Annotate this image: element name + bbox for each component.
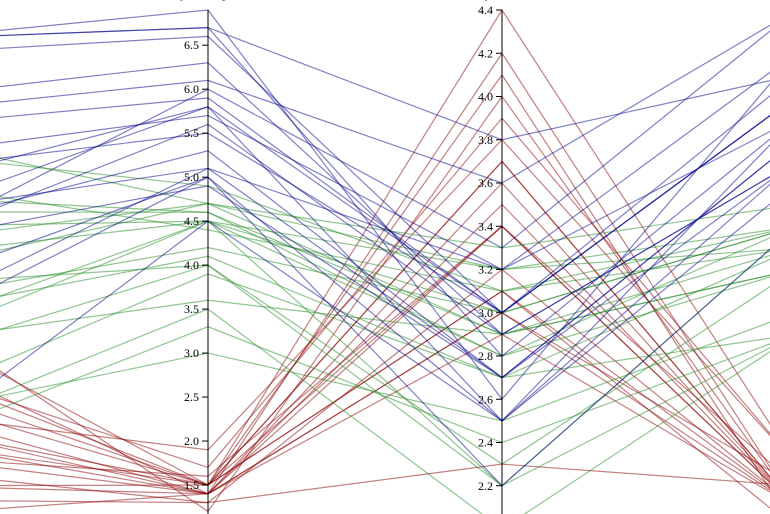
data-line — [0, 176, 770, 487]
data-line — [0, 211, 770, 357]
data-line — [0, 258, 770, 379]
y-tick-label: 2.4 — [478, 436, 493, 450]
y-tick-label: 4.0 — [184, 258, 199, 272]
data-line — [0, 274, 770, 335]
data-line — [0, 463, 770, 504]
axis-title: sepal width — [475, 0, 530, 1]
data-line — [0, 179, 770, 379]
y-tick-label: 3.5 — [184, 302, 199, 316]
y-tick-label: 2.0 — [184, 434, 199, 448]
y-tick-label: 1.5 — [184, 478, 199, 492]
y-tick-label: 3.8 — [478, 133, 493, 147]
y-tick-label: 6.5 — [184, 38, 199, 52]
data-line — [0, 321, 770, 422]
y-tick-label: 4.5 — [184, 214, 199, 228]
y-tick-label: 5.5 — [184, 126, 199, 140]
y-tick-label: 5.0 — [184, 170, 199, 184]
data-line — [0, 30, 770, 249]
y-tick-label: 4.4 — [478, 3, 493, 17]
data-line — [0, 62, 770, 336]
data-line — [0, 130, 770, 271]
data-line — [0, 150, 770, 379]
y-tick-label: 4.0 — [478, 90, 493, 104]
y-tick-label: 3.2 — [478, 263, 493, 277]
data-line — [0, 326, 770, 444]
y-tick-label: 3.6 — [478, 176, 493, 190]
y-tick-label: 3.4 — [478, 219, 493, 233]
y-tick-label: 6.0 — [184, 82, 199, 96]
data-line — [0, 26, 770, 357]
data-line — [0, 308, 770, 514]
y-tick-label: 2.8 — [478, 349, 493, 363]
data-line — [0, 52, 770, 495]
data-line — [0, 114, 770, 314]
data-line — [0, 144, 770, 422]
y-tick-label: 3.0 — [478, 306, 493, 320]
data-line — [0, 312, 770, 495]
data-line — [0, 333, 770, 510]
data-line — [0, 95, 770, 513]
data-line — [0, 26, 770, 141]
data-line — [0, 255, 770, 379]
y-tick-label: 2.6 — [478, 392, 493, 406]
axis-title: petal length — [180, 0, 236, 1]
y-tick-label: 3.0 — [184, 346, 199, 360]
data-line — [0, 182, 770, 495]
data-line — [0, 95, 770, 314]
data-line — [0, 203, 770, 422]
data-line — [0, 160, 770, 486]
y-tick-label: 2.2 — [478, 479, 493, 493]
y-tick-label: 4.2 — [478, 46, 493, 60]
data-line — [0, 97, 770, 314]
y-tick-label: 2.5 — [184, 390, 199, 404]
data-line — [0, 9, 770, 401]
data-line — [0, 233, 770, 314]
data-line — [0, 24, 770, 184]
data-line — [0, 264, 770, 487]
